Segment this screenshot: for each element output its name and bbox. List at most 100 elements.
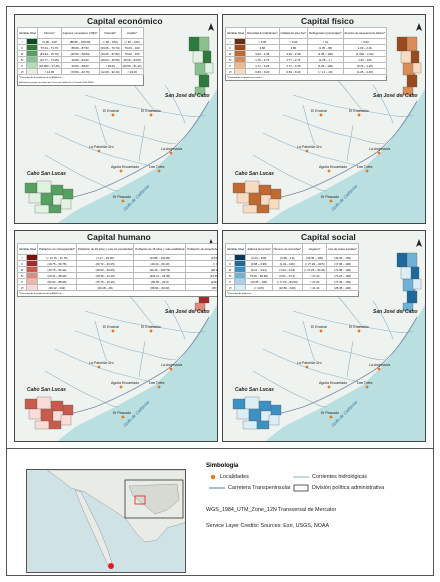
gulf-water [57,304,217,441]
locality-marker [305,149,309,153]
panel-capital-fisico: Capital físico El Encinal El Encinalito La… [222,14,426,224]
city-label-cabo-san-lucas: Cabo San Lucas [235,387,274,393]
north-arrow-icon [208,23,214,31]
river-line [138,124,146,162]
table-note: Elaboración propia con datos del Censo d… [19,81,94,84]
table-header: Uso de redes sociales* [326,243,359,255]
river-line [282,330,386,360]
table-cell: 0.63 – 0.20 [245,68,280,75]
table-header: Hogares* [301,243,328,255]
locality-marker [329,199,333,203]
gulf-water [57,88,217,223]
ageb-polygon [34,204,50,214]
ageb-polygon [402,86,414,96]
legend-table: Variable Nivel Jefatura femenina* Número d… [224,243,359,297]
locality-marker [169,367,173,371]
locality-label: El Pescado [113,195,131,199]
table-header: Jefatura femenina* [245,243,273,255]
ageb-polygon [28,192,42,204]
level-label: VI [16,68,28,75]
locality-label: Aguila Encantado [111,381,139,385]
gulf-water [265,304,425,441]
table-row: V (18.000 – 27.45) 34.50 – 58.00 < 25.00 (40… [16,62,144,69]
boundary-box-icon [293,484,309,492]
river-line [54,132,156,168]
locator-inset-map [26,469,186,573]
ageb-polygon [248,408,262,422]
city-label-san-jose: San José del Cabo [373,93,417,99]
ageb-polygon [188,36,200,52]
panel-capital-economico: Capital económico El Encinal El Encinalit… [14,14,218,224]
ageb-polygon [40,192,54,206]
gulf-water [265,88,425,223]
table-header: Crédito* [120,27,144,39]
river-line [44,154,120,192]
locality-marker [327,385,331,389]
locality-marker [119,169,123,173]
locality-label: Aguila Encantado [319,165,347,169]
locality-label: La Angostura [161,363,182,367]
locality-icon [210,474,216,480]
table-cell: (25.35 – 1.02) [185,284,217,291]
locality-marker [121,199,125,203]
river-line [282,114,386,144]
level-label: VI [16,284,28,291]
river-line [74,114,178,144]
river-line [372,300,394,340]
ageb-polygon [198,36,210,52]
ageb-polygon [406,290,418,304]
table-row: II (10.75 – 50.78) (26.72 – 20.25) (40.10 –… [16,260,217,267]
ageb-polygon [256,204,270,214]
locality-label: Aguila Encantado [111,165,139,169]
river-line [346,340,354,378]
ageb-polygon [60,198,72,210]
locality-marker [319,113,323,117]
table-header: Densidad de habitantes* [245,27,280,39]
panel-capital-humano: Capital humano El Encinal El Encinalito La… [14,230,218,442]
locality-label: Aguila Encantado [319,381,347,385]
river-line [372,84,394,124]
locality-marker [157,385,161,389]
table-header: Población de 15 años y más sin escolarid… [75,243,135,255]
table-cell: (70.50 – 32.76) [60,68,100,75]
table-header: Población con discapacidad* [37,243,77,255]
city-label-san-jose: San José del Cabo [373,309,417,315]
locality-label: El Pescado [321,411,339,415]
ageb-polygon [60,414,72,426]
table-cell: (68.90 – 30.00) [133,284,187,291]
river-line [302,104,316,146]
locality-marker [357,113,361,117]
legend-title: Simbología [206,463,239,469]
ageb-polygon [248,192,262,206]
ageb-polygon [202,50,212,64]
ageb-polygon [270,404,282,416]
credits-text: Service Layer Credits: Sources: Esri, US… [206,523,330,529]
locality-marker [169,151,173,155]
locality-marker [327,169,331,173]
locality-marker [157,169,161,173]
locality-label: La Palmilla Oro [89,361,114,365]
ageb-polygon [406,252,418,268]
river-line [346,124,354,162]
ageb-polygon [34,420,50,430]
ageb-polygon [270,188,282,200]
ageb-polygon [406,74,418,88]
legend-table: Variable Nivel Población con discapacidad… [16,243,217,297]
locality-marker [97,365,101,369]
legend-table: Variable Nivel Densidad de habitantes* Cal… [224,27,388,81]
table-note: *Porcentaje de la población de la AGEB c… [19,76,65,79]
legend-corrientes: Corrientes hidrológicas [312,474,368,480]
river-line [302,320,316,362]
projection-text: WGS_1984_UTM_Zone_12N Transversal de Mer… [206,507,337,513]
table-header: Variable Nivel [16,27,39,39]
locality-label: El Pescado [321,195,339,199]
ageb-polygon [268,198,280,210]
locality-marker [365,169,369,173]
ageb-polygon [40,408,54,422]
level-swatch [26,68,39,75]
river-line [164,84,186,124]
locator-map [27,470,185,572]
table-row: VI (30.12 – 162) (20.18 – 48) (68.90 – 30.0… [16,284,217,291]
table-header: Variable Nivel [16,243,39,255]
river-line [252,370,328,408]
